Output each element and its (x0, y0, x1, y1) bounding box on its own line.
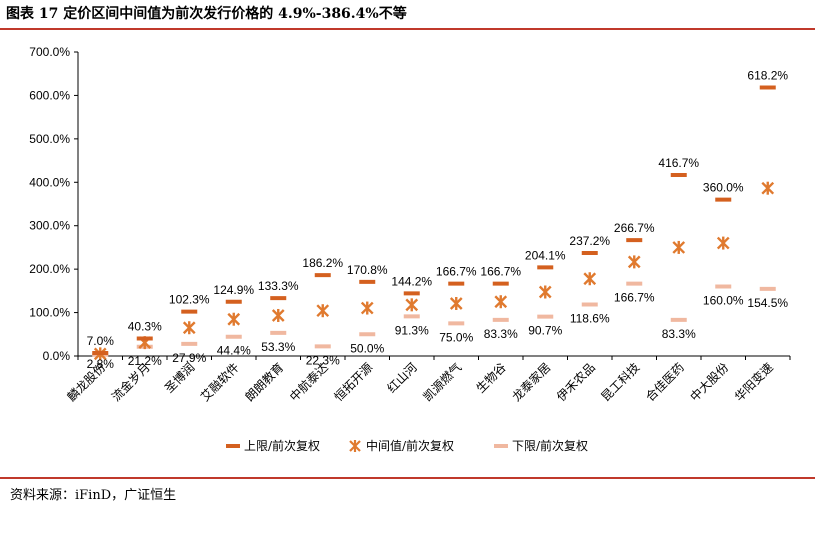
lower-value-label: 160.0% (703, 294, 744, 308)
category-label: 红山河 (384, 360, 420, 396)
upper-value-label: 166.7% (480, 265, 521, 279)
midpoint-mark (761, 181, 775, 195)
lower-value-label: 53.3% (261, 340, 295, 354)
category-label: 生物谷 (474, 360, 509, 395)
lower-value-label: 21.2% (128, 354, 162, 368)
midpoint-mark (716, 236, 730, 250)
category-label: 华阳变速 (731, 360, 776, 405)
lower-value-label: 27.9% (172, 351, 206, 365)
upper-value-label: 133.3% (258, 279, 299, 293)
lower-value-label: 50.0% (350, 341, 384, 355)
y-tick-label: 300.0% (29, 219, 70, 233)
upper-value-label: 266.7% (614, 221, 655, 235)
range-chart: 0.0% 100.0% 200.0% 300.0% 400.0% 500.0% 600.0%… (29, 45, 791, 453)
upper-value-label: 237.2% (569, 234, 610, 248)
y-tick-label: 600.0% (29, 88, 70, 102)
y-tick-label: 0.0% (43, 349, 71, 363)
upper-value-label: 186.2% (302, 256, 343, 270)
source-note: 资料来源：iFinD，广证恒生 (10, 488, 177, 503)
lower-value-label: 166.7% (614, 291, 655, 305)
category-label: 艾融软件 (198, 360, 242, 404)
legend-mid-swatch (349, 440, 361, 452)
legend-label: 上限/前次复权 (244, 438, 320, 453)
upper-value-label: 7.0% (87, 334, 115, 348)
upper-value-label: 124.9% (213, 283, 254, 297)
midpoint-mark (360, 301, 374, 315)
midpoint-mark (494, 295, 508, 309)
data-labels: 7.0%40.3%102.3%124.9% 133.3%186.2% 170.8%1… (87, 69, 789, 371)
lower-value-label: 22.3% (306, 353, 340, 367)
upper-value-label: 102.3% (169, 293, 210, 307)
category-label: 伊禾农品 (554, 360, 598, 404)
legend-label: 中间值/前次复权 (366, 438, 454, 453)
upper-value-label: 416.7% (658, 156, 699, 170)
upper-value-label: 40.3% (128, 319, 162, 333)
upper-value-label: 360.0% (703, 181, 744, 195)
lower-value-label: 154.5% (747, 296, 788, 310)
lower-value-label: 91.3% (395, 323, 429, 337)
midpoint-mark (672, 240, 686, 254)
legend: 上限/前次复权 中间值/前次复权 下限/前次复权 (226, 438, 588, 453)
lower-value-label: 90.7% (528, 324, 562, 338)
lower-value-label: 83.3% (662, 327, 696, 341)
upper-value-label: 204.1% (525, 248, 566, 262)
lower-value-label: 75.0% (439, 330, 473, 344)
category-label: 合佳医药 (642, 360, 687, 405)
marks (92, 85, 776, 361)
midpoint-mark (316, 304, 330, 318)
lower-value-label: 2.8% (87, 357, 115, 371)
y-tick-label: 100.0% (29, 306, 70, 320)
chart-title: 图表 17 定价区间中间值为前次发行价格的 4.9%-386.4%不等 (6, 6, 407, 22)
category-label: 凯源燃气 (420, 360, 465, 405)
legend-label: 下限/前次复权 (512, 438, 588, 453)
bottom-divider (0, 477, 815, 479)
midpoint-mark (627, 255, 641, 269)
axes: 0.0% 100.0% 200.0% 300.0% 400.0% 500.0% 600.0%… (29, 45, 791, 405)
category-label: 龙泰家居 (509, 360, 554, 405)
lower-value-label: 44.4% (217, 344, 251, 358)
category-label: 圣博润 (161, 360, 197, 396)
lower-value-label: 83.3% (484, 327, 518, 341)
midpoint-mark (227, 312, 241, 326)
y-tick-label: 500.0% (29, 132, 70, 146)
y-tick-label: 200.0% (29, 262, 70, 276)
midpoint-mark (271, 308, 285, 322)
top-divider (0, 28, 815, 30)
category-label: 昆工科技 (599, 360, 643, 404)
upper-value-label: 144.2% (391, 274, 432, 288)
midpoint-mark (538, 285, 552, 299)
midpoint-mark (583, 272, 597, 286)
midpoint-mark (449, 296, 463, 310)
upper-value-label: 170.8% (347, 263, 388, 277)
lower-value-label: 118.6% (570, 311, 610, 325)
upper-value-label: 166.7% (436, 265, 477, 279)
y-tick-label: 700.0% (29, 45, 70, 59)
category-label: 中大股份 (687, 360, 732, 405)
midpoint-mark (405, 298, 419, 312)
y-tick-label: 400.0% (29, 175, 70, 189)
category-label: 朗朗教育 (242, 360, 287, 405)
midpoint-mark (182, 321, 196, 335)
upper-value-label: 618.2% (747, 69, 788, 83)
